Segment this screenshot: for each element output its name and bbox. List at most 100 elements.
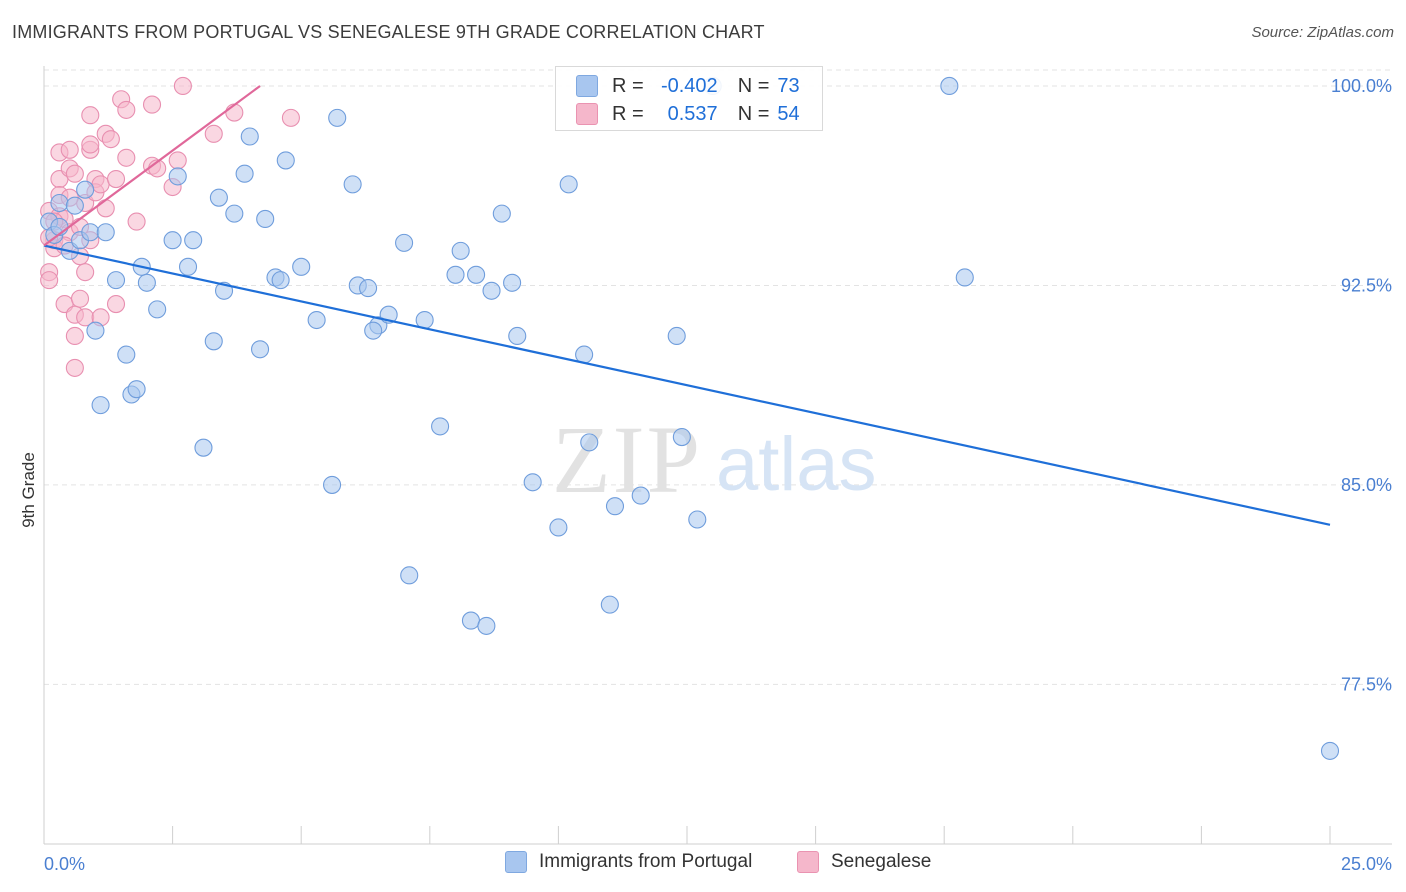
data-point [240, 127, 259, 146]
legend-r-value: -0.402 [660, 74, 718, 97]
data-point [65, 196, 84, 215]
series-legend: Immigrants from Portugal Senegalese [0, 851, 1406, 879]
legend-n-label: N = [737, 102, 770, 125]
data-point [106, 170, 126, 189]
trend-lines [43, 85, 1331, 526]
legend-n-value: 54 [777, 102, 800, 125]
data-point [184, 231, 203, 250]
data-point [101, 130, 120, 149]
data-point [65, 164, 84, 183]
y-tick-label: 92.5% [1341, 275, 1392, 295]
legend-r-label: R = [612, 74, 644, 97]
data-point [451, 241, 470, 260]
data-point [178, 257, 198, 276]
data-point [127, 380, 146, 399]
axes [43, 66, 1392, 845]
data-point [168, 167, 187, 186]
legend-swatch-blue [576, 75, 598, 97]
data-point [256, 209, 275, 228]
data-point [1320, 741, 1340, 760]
data-point [503, 273, 522, 292]
data-point [91, 175, 110, 194]
legend-item-senegalese[interactable]: Senegalese [797, 851, 931, 873]
data-point [163, 231, 182, 250]
data-point [60, 140, 79, 159]
legend-item-portugal[interactable]: Immigrants from Portugal [505, 851, 752, 873]
data-point [204, 332, 223, 351]
data-point [250, 340, 270, 359]
data-point [96, 223, 115, 242]
data-point [209, 188, 228, 207]
legend-label-senegalese: Senegalese [831, 851, 932, 872]
y-axis-label: 9th Grade [19, 452, 38, 528]
data-point [168, 151, 187, 170]
data-point [559, 175, 578, 194]
data-point [477, 616, 496, 635]
data-point [580, 433, 599, 452]
data-point [142, 95, 162, 114]
legend-swatch-pink [576, 103, 598, 125]
data-point [225, 204, 244, 223]
data-point [194, 438, 213, 457]
watermark: ZIP atlas [552, 406, 877, 513]
data-point [106, 295, 126, 314]
data-point [50, 193, 69, 213]
data-point [117, 100, 136, 119]
data-point [508, 326, 527, 346]
data-point [292, 257, 311, 276]
data-point [482, 281, 501, 300]
legend-label-portugal: Immigrants from Portugal [539, 851, 753, 872]
data-point [549, 518, 568, 537]
data-point [148, 300, 167, 319]
y-tick-label: 85.0% [1341, 475, 1392, 495]
data-point [276, 151, 295, 170]
data-point [461, 611, 481, 630]
senegalese-trend-line [43, 85, 261, 247]
data-point [343, 175, 362, 194]
data-point [106, 271, 126, 290]
data-point [127, 212, 146, 231]
data-point [446, 265, 465, 284]
data-point [235, 164, 254, 183]
data-point [281, 108, 300, 127]
data-point [667, 326, 686, 346]
data-point [323, 475, 342, 494]
data-point [492, 204, 511, 223]
data-point [70, 289, 90, 308]
grid-lines [44, 69, 1392, 685]
data-point [65, 326, 84, 346]
watermark-zip: ZIP [552, 406, 702, 513]
data-point [137, 273, 156, 292]
legend-r-label: R = [612, 102, 644, 125]
senegalese-points [40, 76, 300, 377]
data-point [271, 271, 290, 290]
data-point [523, 473, 542, 492]
data-point [81, 106, 100, 125]
data-point [359, 279, 378, 298]
data-point [431, 417, 450, 436]
legend-n-label: N = [737, 74, 770, 97]
x-tick-label: 0.0% [44, 854, 85, 874]
data-point [81, 223, 100, 242]
data-point [204, 124, 223, 143]
data-point [76, 180, 95, 199]
data-point [328, 108, 347, 127]
source-label: Source: ZipAtlas.com [1251, 24, 1394, 41]
legend-row-senegalese: R = 0.537 N = 54 [576, 100, 800, 128]
data-point [400, 566, 419, 585]
x-tick-label: 25.0% [1341, 854, 1392, 874]
legend-r-value: 0.537 [667, 102, 718, 125]
data-point [364, 321, 383, 340]
data-point [307, 310, 326, 330]
y-tick-label: 77.5% [1341, 674, 1392, 694]
data-point [173, 76, 192, 96]
axis-labels: 77.5% 85.0% 92.5% 100.0% 0.0% 25.0% [44, 76, 1392, 874]
portugal-trend-line [43, 244, 1331, 526]
data-point [672, 428, 691, 447]
legend-row-portugal: R = -0.402 N = 73 [576, 72, 800, 100]
data-point [955, 268, 974, 287]
data-point [96, 199, 115, 218]
data-point [600, 595, 619, 614]
data-point [65, 358, 84, 377]
watermark-atlas: atlas [716, 422, 877, 507]
